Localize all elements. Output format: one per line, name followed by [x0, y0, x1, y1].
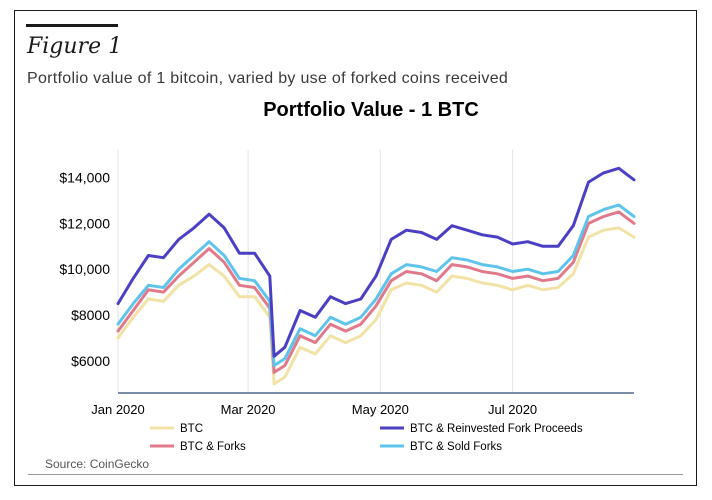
source-rule: [28, 474, 683, 475]
figure-top-rule: [26, 24, 118, 27]
y-tick-label: $14,000: [59, 170, 110, 186]
figure-frame: [14, 10, 697, 486]
x-tick-layer: Jan 2020 Mar 2020 May 2020 Jul 2020: [91, 402, 537, 417]
series-line: [116, 166, 636, 358]
figure-label: Figure 1: [27, 34, 123, 59]
y-tick-label: $12,000: [59, 215, 110, 231]
series-layer: [116, 166, 636, 386]
source-note: Source: CoinGecko: [45, 457, 150, 471]
legend-label: BTC & Sold Forks: [410, 441, 502, 453]
x-tick-label: Jul 2020: [488, 402, 537, 417]
series-line: [116, 203, 636, 367]
x-tick-label: Jan 2020: [91, 402, 145, 417]
legend: BTC BTC & Reinvested Fork Proceeds BTC & F…: [150, 423, 583, 453]
y-tick-label: $6000: [71, 353, 110, 369]
figure-subtitle: Portfolio value of 1 bitcoin, varied by …: [27, 70, 509, 87]
y-tick-layer: $6000 $8000 $10,000 $12,000 $14,000: [59, 170, 110, 369]
series-line: [116, 226, 636, 386]
series-line: [116, 210, 636, 374]
x-tick-label: May 2020: [352, 402, 409, 417]
legend-label: BTC & Reinvested Fork Proceeds: [410, 423, 583, 435]
y-tick-label: $8000: [71, 307, 110, 323]
chart-title: Portfolio Value - 1 BTC: [263, 99, 479, 121]
legend-label: BTC & Forks: [180, 441, 246, 453]
legend-label: BTC: [180, 423, 203, 435]
y-tick-label: $10,000: [59, 261, 110, 277]
x-tick-label: Mar 2020: [221, 402, 276, 417]
